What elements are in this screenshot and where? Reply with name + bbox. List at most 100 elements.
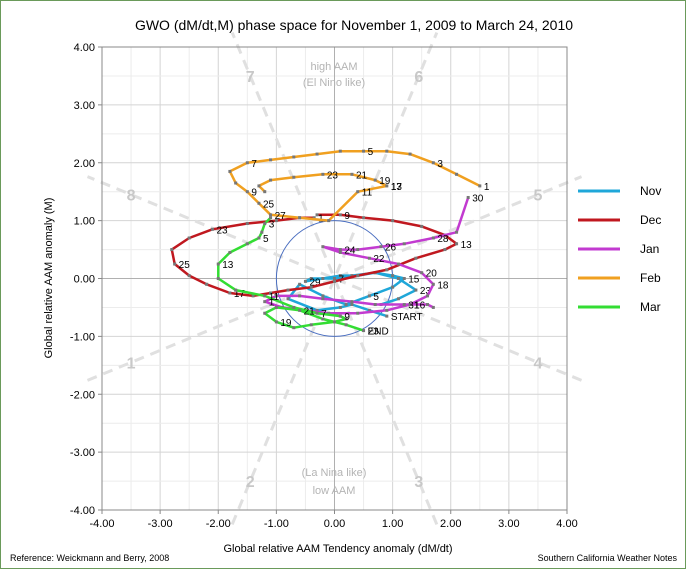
- data-point: [356, 274, 360, 278]
- data-point: [292, 326, 296, 330]
- data-point: [245, 161, 249, 165]
- data-point: [263, 294, 267, 298]
- point-label: 21: [356, 170, 368, 181]
- legend-label-jan: Jan: [640, 242, 659, 256]
- data-point: [402, 277, 406, 280]
- data-point: [408, 152, 412, 156]
- data-point: [362, 329, 366, 333]
- point-label: 31: [408, 301, 420, 312]
- data-point: [367, 294, 371, 298]
- data-point: [396, 277, 400, 280]
- data-point: [367, 256, 371, 260]
- series-line-mar: [217, 216, 365, 332]
- point-label: 5: [368, 147, 374, 158]
- point-label: 5: [263, 234, 269, 245]
- data-point: [309, 277, 313, 280]
- data-point: [408, 303, 412, 307]
- point-label: 11: [269, 292, 280, 303]
- annotation-la-nina: (La Nina like): [302, 467, 367, 479]
- unit-circle-layer: [275, 220, 394, 337]
- y-tick-label: -3.00: [70, 447, 95, 459]
- data-point: [431, 236, 435, 240]
- data-point: [391, 274, 395, 278]
- point-label: START: [391, 312, 423, 323]
- data-point: [309, 285, 313, 289]
- data-point: [385, 184, 389, 188]
- data-point: [187, 274, 191, 278]
- data-point: [431, 282, 435, 286]
- point-label: 1: [269, 298, 275, 309]
- data-point: [269, 291, 273, 295]
- data-point: [251, 294, 255, 298]
- data-point: [274, 305, 278, 309]
- footer-credit: Southern California Weather Notes: [538, 553, 678, 563]
- data-point: [455, 242, 459, 246]
- data-point: [257, 184, 261, 188]
- data-point: [420, 271, 424, 275]
- data-point: [315, 213, 319, 217]
- data-point: [263, 190, 267, 194]
- data-point: [426, 303, 429, 307]
- data-point: [420, 224, 424, 228]
- data-point: [234, 181, 238, 185]
- y-tick-label: -4.00: [70, 505, 95, 517]
- chart-title: GWO (dM/dt,M) phase space for November 1…: [135, 17, 573, 33]
- data-point: [338, 305, 342, 309]
- data-point: [414, 288, 418, 292]
- phase-number-4: 4: [533, 355, 542, 372]
- point-label: 13: [222, 260, 234, 271]
- phase-number-3: 3: [414, 474, 423, 491]
- data-point: [373, 303, 377, 307]
- legend-label-feb: Feb: [640, 271, 661, 285]
- phase-number-8: 8: [127, 188, 136, 205]
- point-label: 15: [408, 275, 420, 286]
- data-point: [321, 294, 325, 298]
- point-label: 27: [275, 211, 287, 222]
- data-point: [298, 282, 302, 286]
- point-label: 19: [379, 176, 391, 187]
- data-point: [356, 311, 360, 315]
- point-label: 22: [373, 254, 385, 265]
- phase-spoke: [230, 31, 439, 526]
- data-point: [338, 149, 342, 153]
- point-label: 24: [344, 246, 356, 257]
- data-point: [385, 308, 389, 312]
- x-tick-label: 4.00: [556, 518, 577, 530]
- footer-reference: Reference: Weickmann and Berry, 2008: [10, 553, 169, 563]
- data-point: [333, 320, 336, 324]
- data-point: [385, 314, 389, 318]
- y-tick-label: 0.00: [74, 274, 95, 286]
- data-point: [260, 230, 264, 234]
- data-point: [338, 250, 342, 254]
- y-tick-label: 1.00: [74, 216, 95, 228]
- data-point: [292, 305, 296, 309]
- data-point: [385, 149, 389, 153]
- x-tick-label: -3.00: [148, 518, 173, 530]
- point-label: 26: [385, 243, 397, 254]
- data-point: [321, 277, 325, 280]
- point-label: 17: [234, 289, 246, 300]
- end-label: END: [368, 327, 389, 338]
- data-point: [245, 242, 249, 246]
- y-tick-label: -1.00: [70, 331, 95, 343]
- x-tick-label: -2.00: [206, 518, 231, 530]
- data-point: [257, 236, 261, 240]
- data-point: [431, 161, 435, 165]
- phase-spoke: [86, 175, 583, 382]
- data-point: [286, 297, 290, 301]
- data-point: [312, 216, 316, 220]
- data-point: [321, 317, 325, 321]
- annotation-low-aam: low AAM: [313, 485, 356, 497]
- data-point: [414, 256, 418, 260]
- data-point: [315, 152, 319, 156]
- data-point: [298, 308, 302, 312]
- data-point: [379, 245, 383, 249]
- point-label: 1: [484, 182, 490, 193]
- data-point: [303, 279, 307, 283]
- y-tick-label: 2.00: [74, 158, 95, 170]
- point-label: 25: [263, 199, 275, 210]
